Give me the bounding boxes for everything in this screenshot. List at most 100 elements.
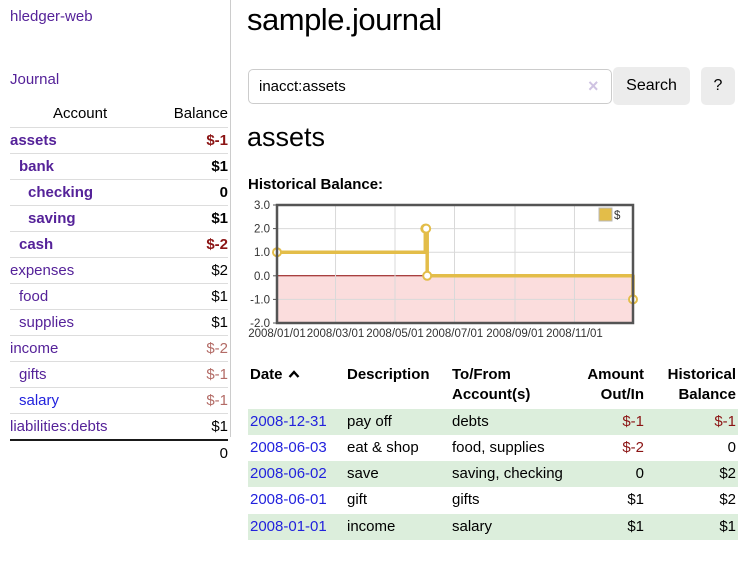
transaction-accounts-cell: gifts [450,487,568,513]
accounts-table: Account Balance assets $-1 bank $1 checking 0… [10,102,228,466]
transaction-date-link[interactable]: 2008-06-03 [250,438,327,456]
svg-text:2008/01/01: 2008/01/01 [248,328,306,340]
account-link[interactable]: gifts [19,366,47,383]
transaction-accounts-cell: food, supplies [450,435,568,461]
account-link[interactable]: bank [19,158,55,175]
column-header-date[interactable]: Date [248,362,345,409]
svg-text:3.0: 3.0 [254,200,270,212]
transaction-amount: $1 [627,491,644,509]
account-balance: $1 [211,314,228,331]
transaction-accounts-cell: saving, checking [450,461,568,487]
svg-text:-2.0: -2.0 [250,318,270,330]
account-link[interactable]: assets [10,132,57,149]
transaction-accounts-cell: salary [450,514,568,540]
account-link[interactable]: income [10,340,59,357]
transaction-description: eat & shop [347,438,419,456]
transaction-balance: $1 [719,517,736,535]
transaction-amount: $-1 [622,412,644,430]
accounts-header-balance: Balance [173,105,228,122]
account-balance: $1 [211,210,228,227]
transaction-balance: 0 [727,438,736,456]
transaction-row: 2008-06-03 eat & shop food, supplies $-2 0 [248,435,738,461]
sidebar-divider [230,0,231,437]
clear-search-icon[interactable]: × [588,76,599,96]
account-row: saving $1 [10,205,228,232]
transaction-date-link-cell: 2008-01-01 [248,514,345,540]
account-row: checking 0 [10,179,228,206]
transaction-date-link[interactable]: 2008-06-01 [250,491,327,509]
transaction-balance-cell: $-1 [646,409,738,435]
transaction-date-link[interactable]: 2008-06-02 [250,465,327,482]
svg-text:2008/03/01: 2008/03/01 [307,328,365,340]
help-button[interactable]: ? [701,67,735,105]
transaction-description: pay off [347,412,392,430]
account-link[interactable]: cash [19,236,54,253]
account-link[interactable]: liabilities:debts [10,418,108,435]
column-header-balance: Historical Balance [667,366,736,404]
transaction-amount-cell: $-1 [568,409,646,435]
transaction-description-cell: gift [345,487,450,513]
transaction-balance-cell: $1 [646,514,738,540]
account-link[interactable]: salary [19,392,60,409]
account-balance: 0 [219,184,228,201]
accounts-header-row: Account Balance [10,102,228,128]
account-balance: $-2 [206,236,228,253]
transaction-date-link[interactable]: 2008-12-31 [250,412,327,430]
transaction-accounts: gifts [452,491,480,509]
account-balance: $-1 [206,132,228,149]
transaction-accounts: salary [452,517,493,535]
transaction-date-link-cell: 2008-06-03 [248,435,345,461]
transaction-description: income [347,517,396,535]
account-link[interactable]: expenses [10,262,75,279]
transaction-amount: $1 [627,517,644,535]
svg-text:1.0: 1.0 [254,247,270,259]
transaction-amount: 0 [635,465,644,482]
svg-text:2008/09/01: 2008/09/01 [486,328,544,340]
transaction-description: gift [347,491,368,509]
transaction-row: 2008-06-02 save saving, checking 0 $2 [248,461,738,488]
transaction-description: save [347,465,379,482]
account-link[interactable]: saving [28,210,76,227]
account-row: gifts $-1 [10,361,228,388]
brand-link[interactable]: hledger-web [10,8,93,25]
historical-balance-chart: 3.0 2.0 1.0 0.0 -1.0 -2.0 2008/01/01 2008/03/01… [240,198,640,346]
transaction-amount: $-2 [622,438,644,456]
transaction-date-link-cell: 2008-12-31 [248,409,345,435]
svg-text:2008/07/01: 2008/07/01 [426,328,484,340]
account-balance: $2 [211,262,228,279]
account-row: expenses $2 [10,257,228,284]
account-balance: $1 [211,158,228,175]
transaction-accounts: saving, checking [452,465,563,482]
transaction-row: 2008-01-01 income salary $1 $1 [248,513,738,540]
column-header-description: Description [347,366,430,383]
transaction-accounts: food, supplies [452,438,545,456]
nav-journal-link[interactable]: Journal [10,71,60,88]
transaction-date-link-cell: 2008-06-01 [248,487,345,513]
account-row: assets $-1 [10,127,228,154]
account-row: income $-2 [10,335,228,362]
search-input[interactable] [248,69,612,104]
account-row: cash $-2 [10,231,228,258]
accounts-total-row: 0 [10,440,228,466]
transaction-amount-cell: $-2 [568,435,646,461]
account-link[interactable]: food [19,288,49,305]
transaction-balance: $-1 [714,412,736,430]
account-balance: $1 [211,418,228,435]
transaction-description-cell: pay off [345,409,450,435]
accounts-total-spacer [10,440,150,466]
transaction-row: 2008-06-01 gift gifts $1 $2 [248,487,738,513]
register-table: Date Description To/From Account(s) Amou… [248,362,738,540]
account-balance: $-1 [206,392,228,409]
svg-text:2008/11/01: 2008/11/01 [546,328,603,340]
accounts-header-account: Account [52,105,108,122]
account-row: supplies $1 [10,309,228,336]
svg-text:2.0: 2.0 [254,224,270,236]
transaction-balance-cell: 0 [646,435,738,461]
account-link[interactable]: checking [28,184,94,201]
account-link[interactable]: supplies [19,314,75,331]
transaction-amount-cell: 0 [568,461,646,487]
transaction-description-cell: save [345,461,450,487]
search-button[interactable]: Search [613,67,690,105]
transaction-date-link[interactable]: 2008-01-01 [250,517,327,535]
